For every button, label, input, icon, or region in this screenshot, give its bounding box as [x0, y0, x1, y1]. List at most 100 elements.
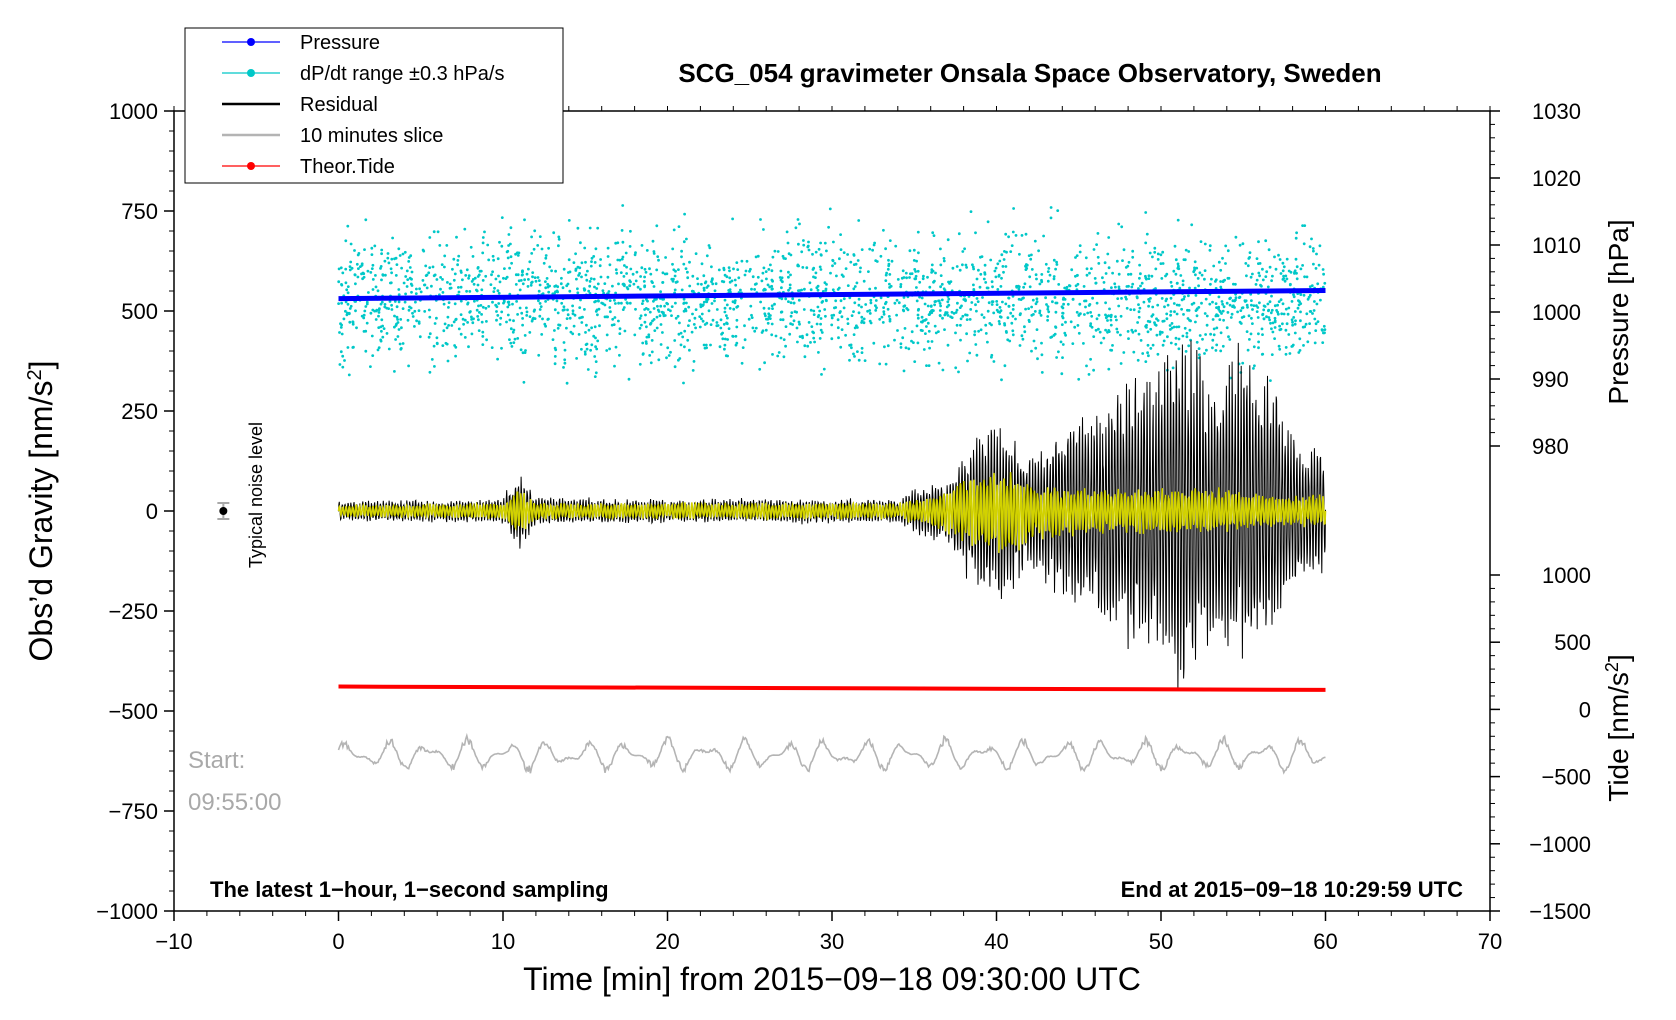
dpdt-point: [1156, 303, 1160, 307]
dpdt-point: [914, 270, 917, 273]
dpdt-point: [888, 273, 892, 276]
dpdt-point: [808, 281, 812, 285]
dpdt-point: [1137, 310, 1141, 314]
dpdt-point: [1063, 286, 1067, 290]
dpdt-point: [928, 346, 931, 350]
dpdt-point: [692, 360, 696, 363]
dpdt-point: [467, 274, 471, 278]
x-tick-label: −10: [155, 929, 192, 954]
dpdt-point: [523, 351, 527, 354]
dpdt-point: [842, 306, 846, 310]
dpdt-point: [505, 250, 509, 254]
dpdt-point: [773, 302, 776, 306]
dpdt-point: [749, 267, 752, 271]
dpdt-point: [771, 255, 775, 259]
dpdt-point: [829, 271, 832, 275]
dpdt-point: [709, 323, 713, 326]
dpdt-point: [761, 271, 765, 275]
dpdt-point: [440, 263, 444, 266]
dpdt-point: [683, 345, 686, 349]
dpdt-point: [798, 322, 801, 326]
dpdt-point: [1279, 272, 1283, 275]
dpdt-point: [1156, 252, 1160, 256]
dpdt-point: [852, 352, 855, 356]
dpdt-point: [735, 341, 739, 345]
dpdt-point: [1311, 247, 1315, 250]
dpdt-point: [1127, 273, 1130, 276]
dpdt-point: [584, 331, 587, 334]
dpdt-point: [1261, 352, 1265, 356]
dpdt-point: [467, 276, 470, 280]
dpdt-point: [751, 275, 755, 279]
dpdt-point: [502, 276, 505, 280]
dpdt-point: [533, 229, 537, 233]
dpdt-point: [594, 360, 598, 363]
dpdt-point: [452, 257, 456, 261]
dpdt-point: [527, 267, 530, 271]
dpdt-point: [341, 354, 345, 358]
dpdt-point: [852, 263, 856, 266]
dpdt-point: [913, 360, 917, 363]
dpdt-point: [780, 286, 783, 290]
dpdt-point: [1087, 373, 1091, 376]
dpdt-point: [1046, 279, 1050, 283]
dpdt-point: [803, 287, 806, 291]
dpdt-point: [349, 304, 353, 308]
dpdt-point: [1203, 277, 1206, 281]
dpdt-point: [890, 259, 894, 263]
dpdt-point: [978, 285, 982, 289]
dpdt-point: [1231, 299, 1235, 303]
dpdt-point: [629, 280, 632, 284]
dpdt-point: [494, 303, 498, 307]
dpdt-point: [961, 314, 965, 318]
dpdt-point: [1301, 264, 1304, 267]
dpdt-point: [680, 255, 683, 259]
dpdt-point: [1273, 255, 1276, 259]
dpdt-point: [462, 322, 465, 326]
dpdt-point: [340, 323, 343, 327]
dpdt-point: [606, 246, 610, 250]
dpdt-point: [622, 275, 626, 278]
dpdt-point: [413, 325, 416, 328]
dpdt-point: [770, 284, 774, 288]
dpdt-point: [337, 280, 341, 284]
dpdt-point: [1120, 225, 1124, 229]
dpdt-point: [1190, 223, 1194, 227]
dpdt-point: [1188, 328, 1192, 332]
dpdt-point: [1077, 377, 1081, 381]
dpdt-point: [583, 352, 587, 356]
dpdt-point: [688, 260, 691, 264]
dpdt-point: [1125, 297, 1128, 301]
dpdt-scatter-layer: [337, 204, 1327, 385]
dpdt-point: [1047, 310, 1051, 314]
dpdt-point: [659, 343, 663, 346]
dpdt-point: [1095, 317, 1099, 321]
dpdt-point: [744, 269, 748, 273]
dpdt-point: [643, 320, 647, 324]
dpdt-point: [650, 350, 654, 354]
dpdt-point: [881, 321, 885, 324]
dpdt-point: [425, 273, 429, 277]
dpdt-point: [553, 308, 557, 312]
legend-label: Theor.Tide: [300, 156, 395, 178]
dpdt-point: [724, 354, 728, 358]
dpdt-point: [989, 258, 993, 262]
dpdt-point: [497, 302, 501, 305]
dpdt-point: [435, 278, 439, 281]
dpdt-point: [421, 279, 425, 282]
dpdt-point: [823, 241, 827, 245]
dpdt-point: [396, 318, 399, 321]
dpdt-point: [1159, 253, 1163, 257]
dpdt-point: [1145, 277, 1148, 281]
noise-level-marker: [217, 502, 230, 520]
dpdt-point: [701, 303, 705, 307]
dpdt-point: [451, 267, 454, 271]
dpdt-point: [345, 313, 349, 317]
dpdt-point: [1046, 270, 1050, 273]
dpdt-point: [403, 250, 407, 254]
dpdt-point: [611, 317, 615, 321]
dpdt-point: [1030, 313, 1034, 317]
dpdt-point: [728, 276, 732, 280]
dpdt-point: [692, 323, 696, 326]
